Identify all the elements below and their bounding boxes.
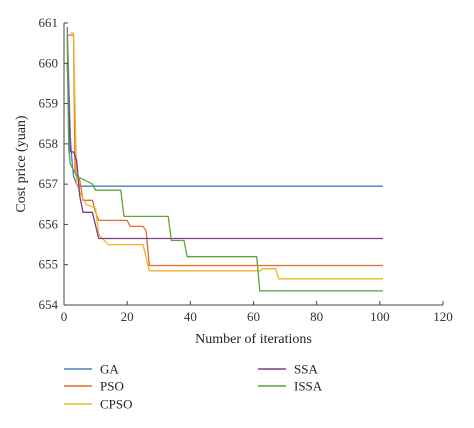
legend: GA PSO CPSO SSA ISSA	[64, 362, 323, 412]
series-line-pso	[67, 34, 383, 267]
series-line-ssa	[66, 63, 383, 240]
x-tick-label: 20	[121, 309, 134, 324]
x-tick-label: 40	[184, 309, 197, 324]
x-tick-label: 100	[370, 309, 390, 324]
legend-label-ga: GA	[100, 362, 119, 377]
x-tick-label: 60	[247, 309, 260, 324]
x-tick-label: 120	[433, 309, 453, 324]
ticks: 0 20 40 60 80 100 120 654 655 656 657 658 659 660 661	[39, 15, 453, 324]
y-tick-label: 655	[39, 257, 59, 272]
y-tick-label: 656	[39, 216, 59, 231]
x-tick-label: 80	[310, 309, 323, 324]
series-group	[66, 26, 383, 292]
legend-label-cpso: CPSO	[100, 397, 133, 412]
legend-label-issa: ISSA	[294, 379, 323, 394]
y-tick-label: 654	[39, 297, 59, 312]
y-tick-label: 661	[39, 15, 59, 30]
y-axis-label: Cost price (yuan)	[14, 115, 29, 213]
series-line-cpso	[70, 32, 383, 280]
series-line-issa	[66, 35, 383, 292]
legend-label-pso: PSO	[100, 379, 124, 394]
y-tick-label: 658	[39, 136, 59, 151]
y-tick-label: 657	[39, 176, 59, 191]
y-tick-label: 660	[39, 55, 59, 70]
x-axis-label: Number of iterations	[195, 332, 312, 347]
series-line-ga	[66, 26, 383, 187]
axes	[63, 23, 443, 306]
x-tick-label: 0	[61, 309, 68, 324]
legend-label-ssa: SSA	[294, 362, 318, 377]
y-tick-label: 659	[39, 96, 59, 111]
